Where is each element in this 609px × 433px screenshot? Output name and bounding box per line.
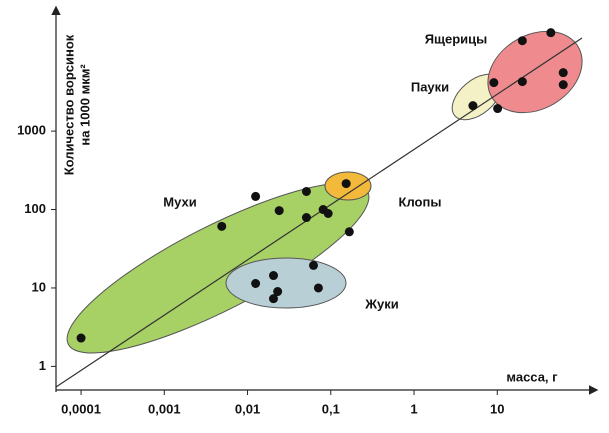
data-point: [546, 28, 556, 38]
data-point: [301, 186, 311, 196]
group-regions: [66, 30, 583, 354]
data-point: [517, 36, 527, 46]
data-point: [268, 271, 278, 281]
data-point: [251, 191, 261, 201]
data-point: [76, 333, 86, 343]
region-beetles: [225, 257, 347, 309]
y-tick-label: 1000: [17, 123, 46, 138]
group-label: Клопы: [399, 194, 442, 209]
data-point: [217, 221, 227, 231]
data-point: [301, 213, 311, 223]
data-point: [558, 68, 568, 78]
x-tick-label: 0,0001: [61, 401, 101, 416]
data-point: [341, 179, 351, 189]
group-label: Пауки: [411, 79, 449, 94]
x-tick-label: 0,1: [322, 401, 340, 416]
x-axis-title: масса, г: [506, 369, 558, 384]
group-label: Мухи: [163, 194, 196, 209]
data-point: [309, 260, 319, 270]
region-lizards: [487, 30, 583, 114]
data-point: [273, 287, 283, 297]
data-point: [468, 101, 478, 111]
data-point: [274, 206, 284, 216]
group-label: Жуки: [364, 296, 398, 311]
y-tick-label: 10: [32, 279, 46, 294]
data-point: [323, 209, 333, 219]
data-point: [493, 104, 503, 114]
x-tick-label: 0,001: [148, 401, 181, 416]
y-tick-label: 1: [39, 358, 46, 373]
x-tick-label: 1: [410, 401, 417, 416]
y-axis-title-line: на 1000 мкм²: [77, 64, 92, 146]
data-point: [313, 283, 323, 293]
group-label: Ящерицы: [425, 31, 488, 46]
data-point: [489, 78, 499, 88]
data-point: [251, 278, 261, 288]
data-point: [344, 227, 354, 237]
data-point: [558, 80, 568, 90]
data-point: [268, 294, 278, 304]
y-axis-title: Количество ворсинок на 1000 мкм²: [61, 34, 92, 175]
x-tick-label: 10: [490, 401, 504, 416]
y-axis-title-line: Количество ворсинок: [61, 34, 76, 175]
data-point: [517, 77, 527, 87]
y-tick-label: 100: [24, 201, 46, 216]
x-tick-label: 0,01: [235, 401, 260, 416]
trend-line: [55, 37, 583, 388]
